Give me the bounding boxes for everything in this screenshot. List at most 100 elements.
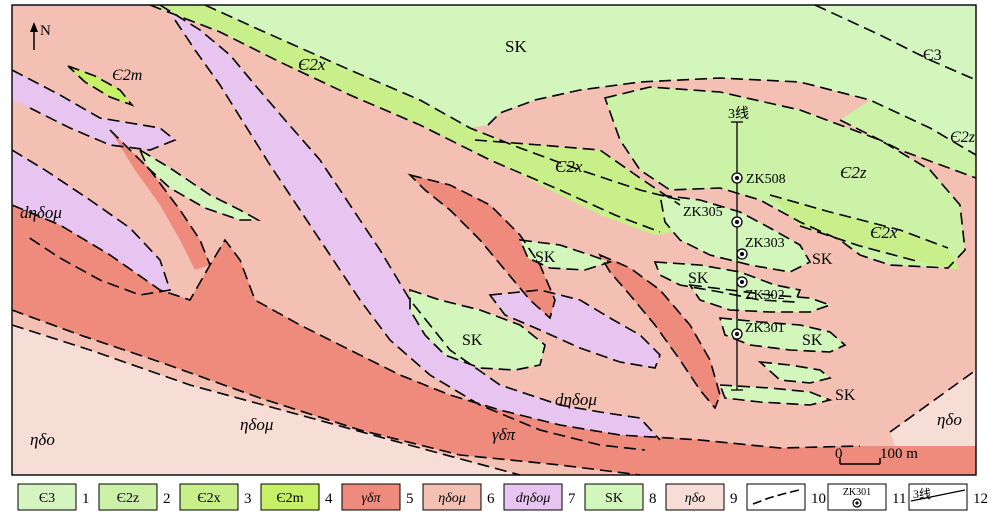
- label-sk-mid-1: SK: [535, 249, 556, 266]
- boundary-line: [718, 384, 833, 406]
- legend-label: ZK301: [843, 487, 871, 498]
- unit-d-eta-delta-o-mu-upper: [12, 70, 175, 150]
- label-gamma-delta-pi: γδπ: [492, 425, 516, 444]
- legend-label: SK: [605, 491, 623, 506]
- legend-swatch: [584, 483, 644, 511]
- legend-number: 8: [649, 491, 657, 507]
- legend-item-9: ηδo 9: [665, 483, 738, 511]
- borehole-zk301: ZK301: [731, 321, 785, 340]
- legend-number: 5: [406, 491, 414, 507]
- unit-sk-mid-2: [655, 262, 800, 302]
- unit-sk-right-2: [690, 285, 830, 312]
- label-eta-delta-o-mu-bottom: ηδoμ: [240, 415, 273, 434]
- legend-label: Є2z: [117, 491, 139, 506]
- borehole-label: ZK301: [745, 321, 785, 336]
- borehole-zk302: ZK302: [736, 276, 785, 303]
- legend-item-5: γδπ 5: [341, 483, 414, 511]
- borehole-zk508: ZK508: [731, 172, 786, 187]
- boundary-line: [518, 239, 613, 271]
- legend-number: 2: [163, 491, 171, 507]
- legend-swatch: [665, 483, 725, 511]
- legend-item-6: ηδoμ 6: [422, 483, 495, 511]
- boundary-line: [149, 4, 661, 233]
- label-e2x-mid: Є2x: [555, 157, 583, 176]
- unit-e2m-top-left: [68, 66, 132, 105]
- label-e3: Є3: [923, 47, 942, 64]
- legend-number: 6: [487, 491, 495, 507]
- legend-number: 9: [730, 491, 738, 507]
- label-e2m: Є2m: [112, 67, 142, 84]
- boundary-line: [11, 149, 172, 296]
- unit-e2x-mid: [475, 140, 690, 235]
- legend-swatch: [422, 483, 482, 511]
- label-sk-center: SK: [462, 332, 483, 349]
- unit-d-eta-delta-o-mu-left: [12, 150, 170, 295]
- legend-swatch: [17, 483, 77, 511]
- boundary-line: [688, 283, 833, 313]
- boundary-line: [487, 77, 977, 156]
- unit-d-eta-delta-o-mu-main: [160, 5, 660, 450]
- label-sk-bottom-right: SK: [835, 387, 856, 404]
- legend-number: 11: [892, 491, 906, 507]
- boundary-line: [814, 4, 977, 81]
- label-d-eta-delta-o-mu-bottom: dηδoμ: [555, 390, 597, 409]
- legend-label: ηδo: [685, 491, 705, 506]
- legend-item-2: Є2z 2: [98, 483, 171, 511]
- geological-boundaries: [11, 4, 977, 476]
- legend-swatch: [341, 483, 401, 511]
- boundary-line: [769, 194, 949, 249]
- legend-label: dηδoμ: [516, 491, 550, 506]
- north-arrow: N: [30, 22, 51, 50]
- boundary-line: [11, 204, 861, 449]
- label-sk-right-2: SK: [688, 270, 709, 287]
- unit-sk-bottom-right-2: [720, 385, 830, 405]
- label-e2z-center: Є2z: [840, 163, 867, 182]
- unit-sk-top: [205, 5, 976, 155]
- legend-item-10: 10: [746, 483, 826, 511]
- boundary-line: [603, 86, 966, 269]
- boundary-line: [11, 69, 177, 151]
- legend-item-4: Є2m 4: [260, 483, 333, 511]
- boundary-line: [109, 129, 211, 266]
- label-e2z-right: Є2z: [950, 129, 976, 146]
- label-sk-right-1: SK: [812, 251, 833, 268]
- legend-item-12: 3线 12: [908, 483, 988, 511]
- north-arrow-head: [30, 22, 38, 32]
- north-arrow-label: N: [40, 23, 51, 39]
- legend-number: 7: [568, 491, 576, 507]
- unit-gamma-delta-pi-right: [600, 255, 720, 408]
- legend-label: Є2m: [276, 491, 303, 506]
- boundary-line: [598, 253, 721, 410]
- label-e2x-right: Є2x: [870, 223, 898, 242]
- boreholes: ZK508 ZK305 ZK303 ZK302 ZK301: [683, 172, 786, 340]
- borehole-label: ZK302: [745, 288, 785, 303]
- legend-borehole-dot: [855, 501, 859, 505]
- legend-swatch: [746, 483, 806, 511]
- unit-e2x-right: [770, 195, 960, 270]
- legend-swatch: [179, 483, 239, 511]
- boundary-line: [757, 360, 832, 384]
- boundary-line: [11, 324, 521, 476]
- label-d-eta-delta-o-mu-left: dηδoμ: [20, 203, 62, 222]
- unit-e2z-right-band: [840, 100, 976, 178]
- legend-number: 4: [325, 491, 333, 507]
- unit-gamma-delta-pi-main: [12, 205, 976, 475]
- boundary-line: [138, 148, 262, 221]
- legend-label: Є2x: [197, 491, 220, 506]
- legend-item-8: SK 8: [584, 483, 657, 511]
- unit-sk-mid-1: [520, 240, 610, 270]
- unit-gamma-delta-pi-upper: [110, 130, 210, 270]
- legend-number: 10: [811, 491, 826, 507]
- legend-item-7: dηδoμ 7: [503, 483, 576, 511]
- label-eta-delta-o-right: ηδo: [937, 410, 962, 429]
- unit-sk-right-3: [720, 318, 845, 352]
- legend-item-1: Є3 1: [17, 483, 90, 511]
- label-sk-top: SK: [505, 37, 527, 56]
- borehole-label: ZK305: [683, 205, 723, 220]
- legend: Є3 1 Є2z 2 Є2x 3 Є2m 4 γδπ 5 ηδoμ 6 dηδoμ 7 SK 8 ηδo 9 10 Z…: [17, 483, 988, 511]
- legend-number: 12: [973, 491, 988, 507]
- unit-sk-right-1: [660, 195, 810, 272]
- legend-number: 1: [82, 491, 90, 507]
